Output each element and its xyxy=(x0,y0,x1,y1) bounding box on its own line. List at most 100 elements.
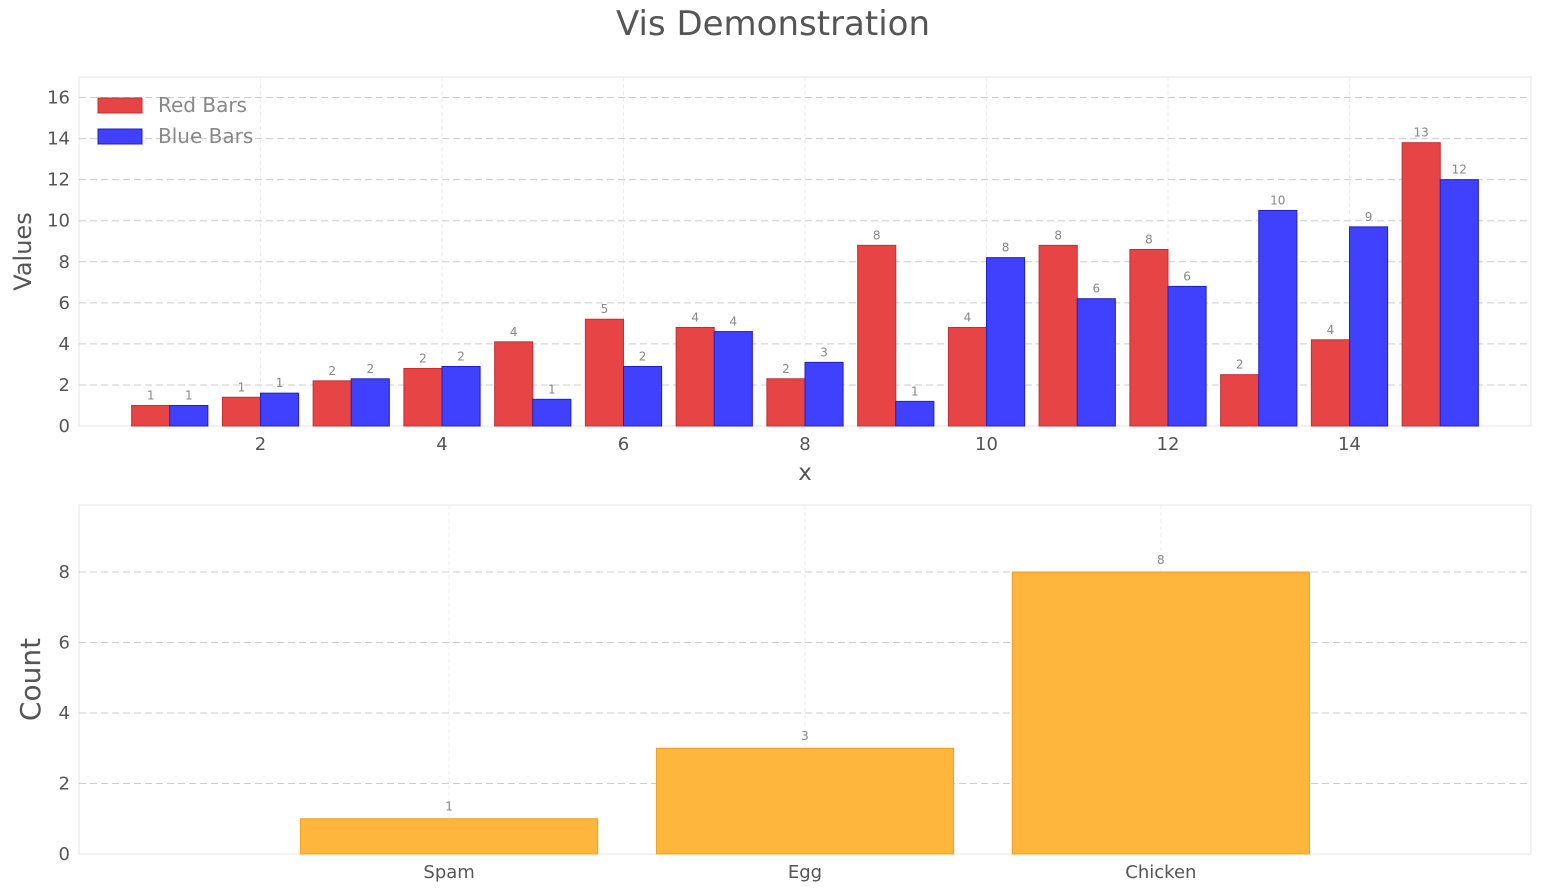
blue-bar xyxy=(170,405,208,426)
orange-bar xyxy=(301,819,598,854)
top-x-axis-label: x xyxy=(798,460,812,486)
bottom-y-tick-label: 6 xyxy=(59,632,70,653)
blue-bar xyxy=(1440,180,1478,426)
red-bar xyxy=(676,327,714,426)
blue-bar-value-label: 6 xyxy=(1183,269,1191,283)
top-x-tick-label: 8 xyxy=(799,434,810,455)
blue-bar-value-label: 2 xyxy=(457,349,465,363)
red-bar xyxy=(767,379,805,426)
top-x-tick-label: 14 xyxy=(1338,434,1361,455)
red-bar xyxy=(1130,249,1168,426)
red-bar-value-label: 4 xyxy=(964,310,972,324)
blue-bar xyxy=(351,379,389,426)
red-bar-value-label: 1 xyxy=(238,380,246,394)
blue-bar-value-label: 4 xyxy=(729,315,737,329)
blue-bar-value-label: 1 xyxy=(276,376,284,390)
blue-bar-value-label: 1 xyxy=(548,382,556,396)
red-bar-value-label: 2 xyxy=(782,362,790,376)
red-bar-value-label: 8 xyxy=(873,228,881,242)
orange-bar-value-label: 1 xyxy=(445,800,453,814)
red-bar xyxy=(585,319,623,426)
red-bar xyxy=(1039,245,1077,426)
red-bar-value-label: 8 xyxy=(1145,232,1153,246)
blue-bar xyxy=(1077,299,1115,426)
red-bar-value-label: 2 xyxy=(419,352,427,366)
bottom-x-tick-label: Chicken xyxy=(1125,862,1196,883)
bottom-y-tick-label: 8 xyxy=(59,562,70,583)
blue-bar xyxy=(987,258,1025,426)
blue-bar xyxy=(1168,286,1206,426)
red-bar-value-label: 4 xyxy=(510,325,518,339)
bottom-y-tick-label: 2 xyxy=(59,773,70,794)
red-bar-value-label: 8 xyxy=(1054,228,1062,242)
red-bar xyxy=(132,405,170,426)
blue-bar xyxy=(533,399,571,426)
blue-bar xyxy=(261,393,299,426)
red-bar xyxy=(313,381,351,426)
bottom-bar-chart: 0 2 4 6 8 1 Spam 3 Egg 8 Chicken Count xyxy=(14,505,1531,883)
blue-bar-value-label: 9 xyxy=(1365,210,1373,224)
orange-bar xyxy=(1012,572,1309,854)
top-y-tick-label: 14 xyxy=(47,129,70,150)
blue-bar-value-label: 10 xyxy=(1270,193,1285,207)
red-bar-value-label: 2 xyxy=(1236,358,1244,372)
top-y-tick-label: 8 xyxy=(59,252,70,273)
blue-bar xyxy=(805,362,843,426)
blue-bar-value-label: 2 xyxy=(366,362,374,376)
bottom-x-tick-label: Egg xyxy=(788,862,822,883)
red-bar-value-label: 2 xyxy=(328,364,336,378)
red-bar xyxy=(495,342,533,426)
red-bar-value-label: 13 xyxy=(1414,126,1429,140)
red-bar-value-label: 5 xyxy=(601,302,609,316)
legend-label-blue: Blue Bars xyxy=(158,124,253,148)
red-bar-value-label: 4 xyxy=(691,310,699,324)
legend-label-red: Red Bars xyxy=(158,93,247,117)
bottom-y-tick-label: 4 xyxy=(59,703,70,724)
top-x-tick-label: 6 xyxy=(618,434,629,455)
red-bar xyxy=(948,327,986,426)
legend-swatch-red xyxy=(98,98,142,113)
top-y-tick-label: 6 xyxy=(59,293,70,314)
red-bar xyxy=(1221,375,1259,426)
top-y-tick-label: 16 xyxy=(47,88,70,109)
top-y-tick-label: 12 xyxy=(47,170,70,191)
blue-bar-value-label: 3 xyxy=(820,345,828,359)
top-x-tick-label: 10 xyxy=(975,434,998,455)
bottom-x-tick-label: Spam xyxy=(423,862,474,883)
blue-bar-value-label: 12 xyxy=(1452,163,1467,177)
bottom-y-tick-label: 0 xyxy=(59,844,70,865)
blue-bar xyxy=(896,401,934,426)
top-y-tick-label: 0 xyxy=(59,416,70,437)
red-bar xyxy=(222,397,260,426)
top-x-tick-label: 12 xyxy=(1157,434,1180,455)
blue-bar xyxy=(1350,227,1388,426)
top-y-tick-label: 10 xyxy=(47,211,70,232)
top-x-tick-label: 2 xyxy=(255,434,266,455)
blue-bar xyxy=(442,366,480,426)
red-bar xyxy=(1311,340,1349,426)
orange-bar-value-label: 3 xyxy=(801,729,809,743)
top-y-axis-label: Values xyxy=(9,212,37,290)
blue-bar xyxy=(624,366,662,426)
blue-bar-value-label: 1 xyxy=(911,384,919,398)
top-y-tick-label: 4 xyxy=(59,334,70,355)
blue-bar-value-label: 6 xyxy=(1092,282,1100,296)
top-y-tick-label: 2 xyxy=(59,375,70,396)
red-bar xyxy=(404,369,442,426)
red-bar-value-label: 4 xyxy=(1327,323,1335,337)
orange-bar-value-label: 8 xyxy=(1157,553,1165,567)
blue-bar xyxy=(1259,210,1297,426)
red-bar xyxy=(858,245,896,426)
red-bar xyxy=(1402,143,1440,426)
red-bar-value-label: 1 xyxy=(147,388,155,402)
blue-bar-value-label: 2 xyxy=(639,349,647,363)
top-x-tick-label: 4 xyxy=(436,434,447,455)
blue-bar xyxy=(714,332,752,426)
blue-bar-value-label: 1 xyxy=(185,388,193,402)
legend-swatch-blue xyxy=(98,129,142,144)
blue-bar-value-label: 8 xyxy=(1002,241,1010,255)
bottom-y-axis-label: Count xyxy=(14,638,47,721)
